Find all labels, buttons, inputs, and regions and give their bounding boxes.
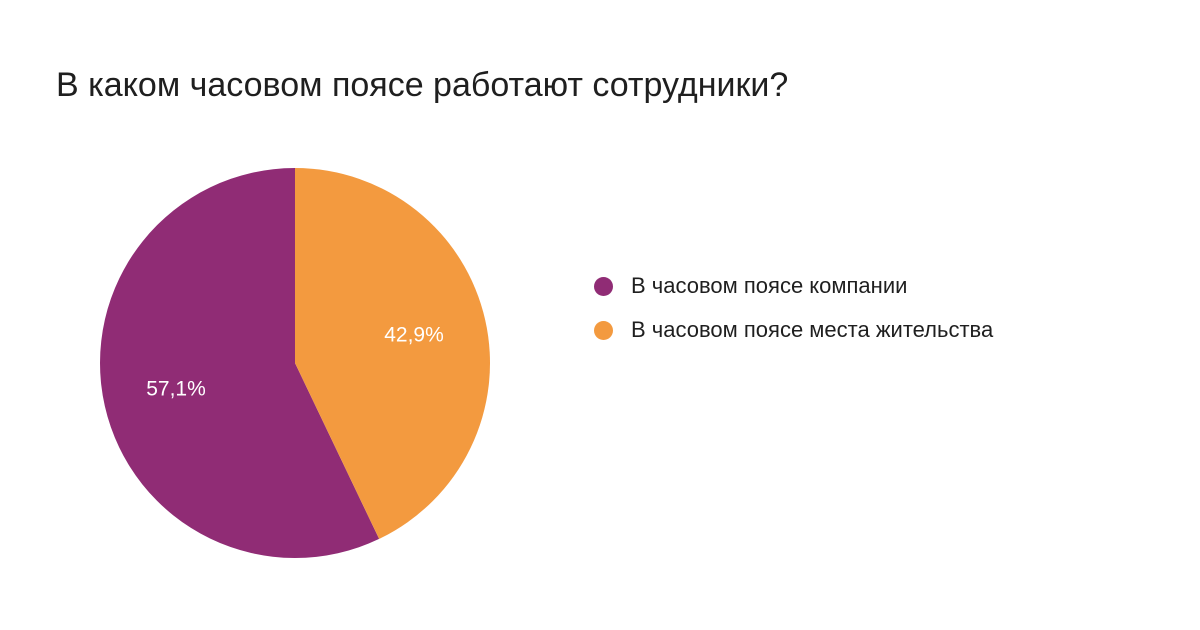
legend-label-residence: В часовом поясе места жительства bbox=[631, 317, 994, 342]
pie-slice-company[interactable] bbox=[100, 168, 380, 558]
pie-slice-residence[interactable] bbox=[295, 168, 491, 539]
legend-item-residence[interactable]: В часовом поясе места жительства bbox=[594, 308, 993, 352]
legend: В часовом поясе компании В часовом поясе… bbox=[594, 264, 993, 352]
legend-swatch-residence bbox=[594, 320, 613, 340]
slice-label-company: 57,1% bbox=[146, 378, 206, 401]
slice-label-residence: 42,9% bbox=[384, 324, 444, 347]
legend-item-company[interactable]: В часовом поясе компании bbox=[594, 264, 993, 308]
chart-title: В каком часовом поясе работают сотрудник… bbox=[56, 66, 789, 104]
legend-label-company: В часовом поясе компании bbox=[631, 273, 908, 298]
legend-swatch-company bbox=[594, 276, 613, 296]
